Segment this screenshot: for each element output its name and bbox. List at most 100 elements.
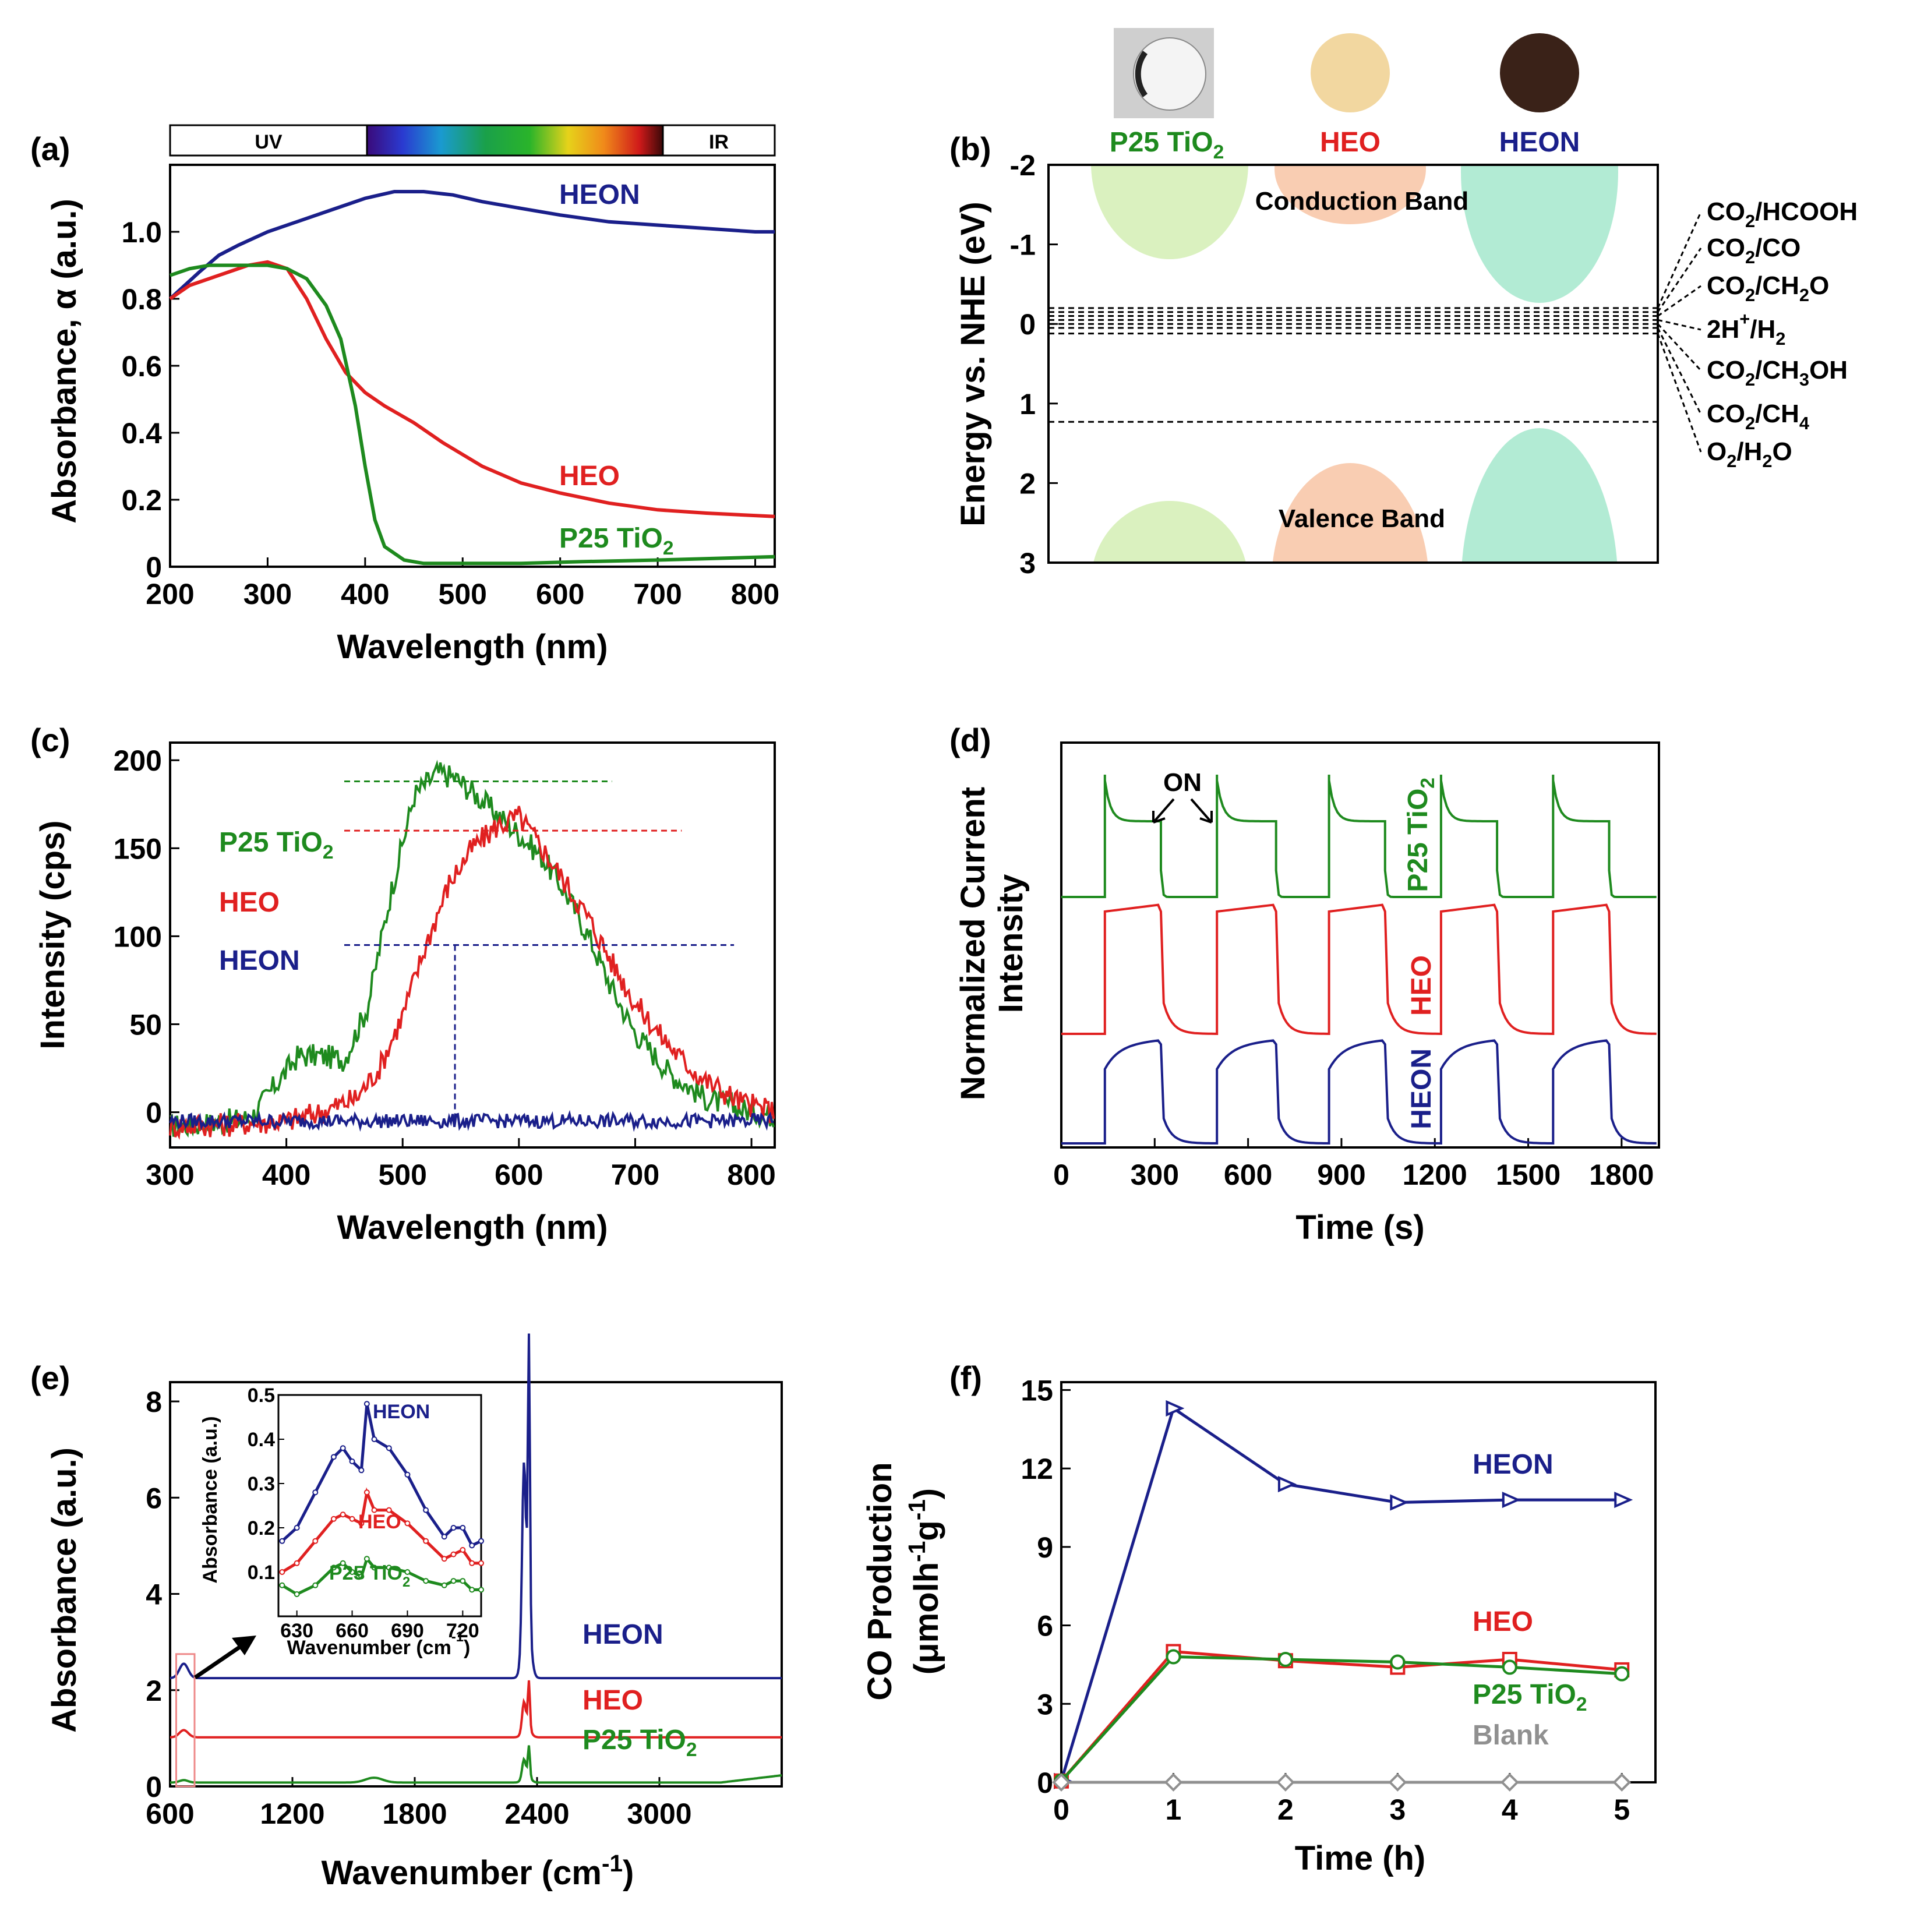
x-tick-label: 1200	[260, 1797, 324, 1830]
y-tick-label: -1	[1010, 229, 1036, 262]
inset-marker	[450, 1578, 457, 1584]
inset-marker	[423, 1578, 429, 1584]
pellet-heon	[1500, 33, 1579, 112]
x-tick-label: 300	[1131, 1159, 1179, 1191]
x-tick-label: 700	[611, 1159, 659, 1191]
label-part: HEO	[1320, 127, 1381, 158]
label-part: HEON	[559, 179, 640, 210]
x-tick-label: 3000	[627, 1797, 691, 1830]
label-part: )	[908, 1488, 945, 1499]
series-label: P25 TiO2	[219, 827, 334, 863]
label-part: /HCOOH	[1755, 197, 1858, 226]
series-line	[169, 806, 775, 1140]
x-tick-label: 500	[379, 1159, 427, 1191]
inset-marker	[404, 1520, 411, 1527]
inset-marker	[349, 1569, 355, 1575]
conduction-band	[1274, 165, 1426, 224]
arrow	[1190, 798, 1213, 824]
redox-connector	[1657, 248, 1702, 313]
x-tick-label: 4	[1502, 1793, 1518, 1826]
inset-marker	[363, 1489, 370, 1496]
inset-marker	[312, 1538, 319, 1544]
y-tick-label: 6	[146, 1482, 162, 1514]
series-line	[1060, 1405, 1622, 1782]
conduction-band	[1091, 165, 1248, 259]
label-part: 2	[1762, 451, 1772, 471]
material-label: HEON	[1499, 127, 1580, 158]
y-tick-label: 0	[1019, 308, 1036, 341]
pellet-shadow	[1135, 51, 1148, 97]
label-part: CO	[1707, 197, 1745, 226]
inset-marker	[340, 1560, 346, 1566]
y-axis-label: Intensity (cps)	[34, 820, 72, 1049]
inset-marker	[460, 1525, 466, 1531]
label-part: 3	[1799, 369, 1809, 390]
arrow	[1152, 798, 1175, 824]
label-part: 2	[1576, 1694, 1587, 1715]
inset-marker	[450, 1551, 457, 1557]
data-marker	[1614, 1491, 1633, 1509]
uv-label: UV	[255, 131, 283, 153]
label-part: -1	[602, 1850, 623, 1877]
panel-label-b: (b)	[949, 130, 991, 167]
series-line	[169, 1110, 774, 1132]
x-axis-label: Wavelength (nm)	[337, 1209, 608, 1246]
x-tick-label: 1	[1166, 1793, 1182, 1826]
label-part: )	[464, 1637, 470, 1659]
x-tick-label: 1800	[382, 1797, 447, 1830]
series-label: HEO	[1473, 1606, 1533, 1637]
data-marker	[1052, 1773, 1071, 1792]
x-axis-label: Time (h)	[1295, 1839, 1426, 1877]
y-tick-label: 3	[1019, 547, 1036, 580]
label-part: P25 TiO	[582, 1725, 686, 1756]
y-tick-label: 100	[114, 920, 162, 953]
inset-marker	[294, 1525, 300, 1531]
label-part: CO	[1707, 234, 1745, 262]
plot-frame	[169, 1381, 783, 1788]
redox-connector	[1657, 323, 1702, 372]
y-tick-label: 0	[1037, 1767, 1053, 1799]
data-marker	[1500, 1773, 1519, 1792]
x-tick-label: 800	[731, 578, 779, 610]
series-line	[170, 263, 775, 566]
conduction-band	[1461, 165, 1618, 303]
y-tick-label: 15	[1021, 1374, 1053, 1407]
inset-marker	[386, 1507, 392, 1513]
series-label: HEON	[1406, 1048, 1437, 1129]
x-axis-label: Wavenumber (cm-1)	[322, 1850, 634, 1892]
x-tick-label: 500	[439, 578, 487, 610]
redox-label: CO2/CH4	[1707, 400, 1809, 433]
inset-marker	[460, 1578, 466, 1584]
inset-marker	[294, 1591, 300, 1597]
inset-marker	[450, 1525, 457, 1531]
inset-y-tick-label: 0.2	[248, 1517, 275, 1539]
label-part: P25 TiO	[219, 827, 323, 858]
y-tick-label: 50	[129, 1008, 162, 1041]
series-label: HEON	[559, 179, 640, 210]
series-line	[169, 260, 775, 518]
series-label: P25 TiO2	[559, 523, 674, 559]
label-part: HEON	[582, 1619, 663, 1650]
inset-x-tick-label: 630	[280, 1620, 313, 1642]
inset-marker	[363, 1401, 370, 1407]
redox-connector	[1657, 319, 1701, 331]
plot-frame	[1060, 1381, 1657, 1783]
material-label: P25 TiO2	[1110, 127, 1224, 163]
series-label: HEO	[219, 887, 280, 918]
label-part: O	[1707, 437, 1727, 466]
inset-marker	[330, 1564, 337, 1571]
x-tick-label: 600	[146, 1797, 194, 1830]
series-line	[1061, 775, 1657, 898]
inset-marker	[340, 1511, 346, 1518]
y-axis-label: Energy vs. NHE (eV)	[954, 202, 992, 527]
series-label: HEO	[559, 461, 620, 492]
panel-label-d: (d)	[949, 722, 991, 758]
series-label: Blank	[1473, 1720, 1549, 1751]
label-part: P25 TiO	[1403, 789, 1434, 892]
label-part: 2	[1727, 451, 1736, 471]
label-part: CO	[1707, 400, 1745, 428]
series-label: P25 TiO2	[1473, 1679, 1587, 1715]
data-marker	[1614, 1666, 1630, 1682]
label-part: HEON	[1499, 127, 1580, 158]
y-axis-label: Intensity	[992, 874, 1030, 1013]
